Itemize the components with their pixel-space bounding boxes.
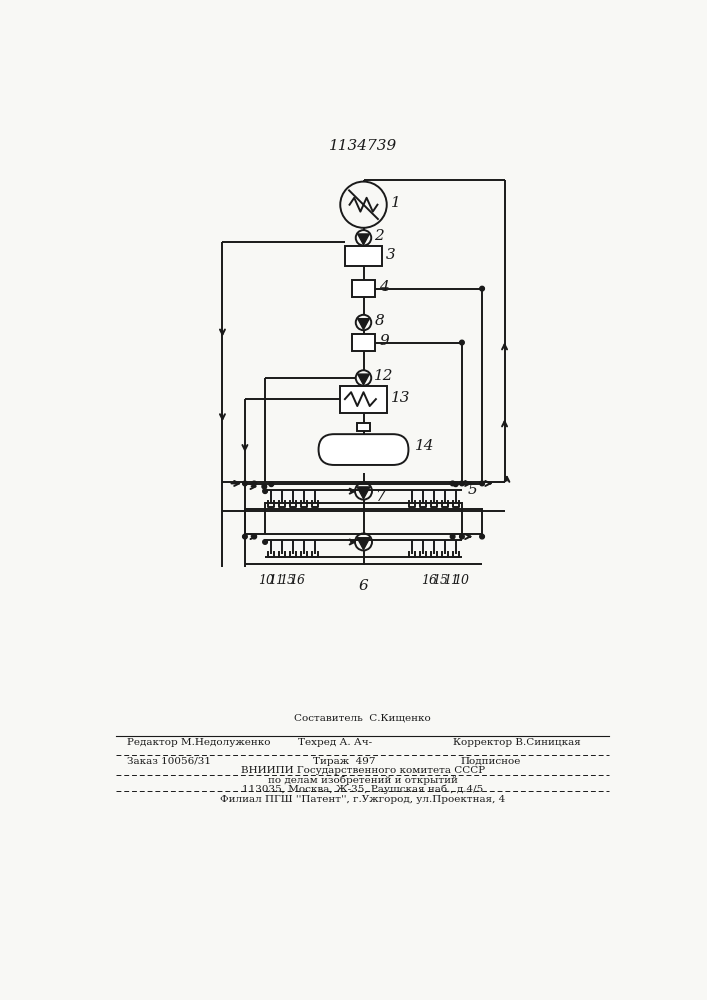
Text: 4: 4 (379, 280, 389, 294)
Text: 15: 15 (279, 574, 295, 587)
Circle shape (262, 484, 267, 489)
Circle shape (252, 534, 257, 539)
Bar (340, 386, 387, 413)
Text: 3: 3 (386, 248, 396, 262)
Bar (352, 280, 375, 297)
Text: 2: 2 (374, 229, 384, 243)
Text: 7: 7 (375, 490, 385, 504)
FancyBboxPatch shape (319, 434, 409, 465)
Text: Филиал ПГШ ''Патент'', г.Ужгород, ул.Проектная, 4: Филиал ПГШ ''Патент'', г.Ужгород, ул.Про… (220, 795, 506, 804)
Circle shape (480, 534, 484, 539)
Text: Составитель  С.Кищенко: Составитель С.Кищенко (294, 713, 431, 722)
Text: 9: 9 (379, 334, 389, 348)
Text: 10: 10 (453, 574, 469, 587)
Circle shape (453, 482, 458, 487)
Text: 16: 16 (421, 574, 438, 587)
Text: 113035, Москва, Ж-35, Раушская наб., д.4/5: 113035, Москва, Ж-35, Раушская наб., д.4… (242, 785, 484, 794)
Polygon shape (358, 374, 369, 385)
Text: Редактор М.Недолуженко: Редактор М.Недолуженко (127, 738, 271, 747)
Circle shape (263, 489, 267, 493)
Circle shape (460, 481, 464, 486)
Text: по делам изобретений и открытий: по делам изобретений и открытий (268, 775, 457, 785)
Text: 15: 15 (432, 574, 448, 587)
Text: 1134739: 1134739 (329, 139, 397, 153)
Text: 1: 1 (392, 196, 401, 210)
Bar (345, 246, 382, 266)
Text: 14: 14 (414, 439, 434, 453)
Text: 16: 16 (290, 574, 305, 587)
Text: 13: 13 (391, 391, 410, 405)
Circle shape (243, 481, 247, 486)
Circle shape (460, 340, 464, 345)
Circle shape (460, 534, 464, 539)
Text: 11: 11 (268, 574, 284, 587)
Text: 6: 6 (358, 579, 368, 593)
Circle shape (243, 534, 247, 539)
Text: 8: 8 (374, 314, 384, 328)
Text: 12: 12 (374, 369, 394, 383)
Bar (357, 423, 370, 431)
Bar (352, 334, 375, 351)
Circle shape (450, 534, 455, 539)
Circle shape (480, 286, 484, 291)
Polygon shape (357, 538, 370, 550)
Polygon shape (358, 319, 369, 329)
Polygon shape (358, 234, 369, 245)
Circle shape (450, 481, 455, 486)
Text: Подписное: Подписное (460, 757, 521, 766)
Text: Техред А. Ач-: Техред А. Ач- (298, 738, 372, 747)
Text: Корректор В.Синицкая: Корректор В.Синицкая (452, 738, 580, 747)
Polygon shape (357, 487, 370, 499)
Text: 11: 11 (443, 574, 459, 587)
Text: Заказ 10056/31: Заказ 10056/31 (127, 757, 211, 766)
Circle shape (269, 482, 274, 487)
Circle shape (263, 540, 267, 544)
Text: 5: 5 (468, 483, 478, 497)
Circle shape (480, 481, 484, 486)
Text: 10: 10 (258, 574, 274, 587)
Circle shape (252, 481, 257, 486)
Text: Тираж  497: Тираж 497 (313, 757, 375, 766)
Text: ВНИИПИ Государственного комитета СССР: ВНИИПИ Государственного комитета СССР (240, 766, 485, 775)
